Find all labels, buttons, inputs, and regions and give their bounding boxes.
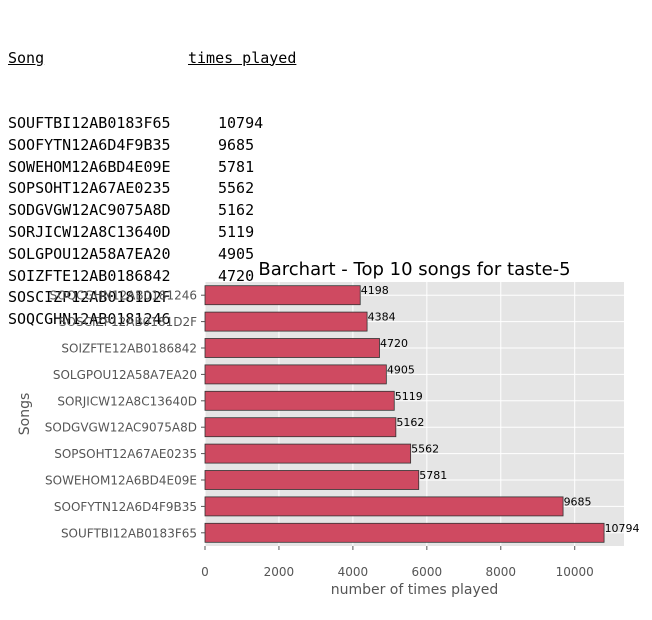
bar xyxy=(204,311,368,332)
x-tick-label: 4000 xyxy=(338,565,369,579)
y-tick-label: SOWEHOM12A6BD4E09E xyxy=(45,474,197,488)
table-cell-song: SOIZFTE12AB0186842 xyxy=(8,266,171,285)
header-times-played-label: times played xyxy=(188,48,297,67)
x-tick-label: 6000 xyxy=(412,565,443,579)
data-label: 5119 xyxy=(395,390,423,403)
data-label: 5562 xyxy=(411,443,439,456)
table-cell-times-played: 4720 xyxy=(218,266,255,285)
y-tick-label: SOOFYTN12A6D4F9B35 xyxy=(54,500,197,514)
data-label: 5162 xyxy=(396,416,424,429)
table-row: SOOFYTN12A6D4F9B35 9685 xyxy=(8,135,296,157)
table-cell-song: SODGVGW12AC9075A8D xyxy=(8,201,171,220)
bar xyxy=(204,417,397,438)
table-header-row: Song times played xyxy=(8,48,296,70)
table-cell-song: SOQCGHN12AB0181246 xyxy=(8,310,171,329)
table-cell-times-played: 4905 xyxy=(218,244,255,263)
table-row: SOUFTBI12AB0183F65 10794 xyxy=(8,113,296,135)
header-song-label: Song xyxy=(8,48,45,67)
x-tick-label: 8000 xyxy=(485,565,516,579)
bar xyxy=(204,338,380,358)
y-tick-label: SOUFTBI12AB0183F65 xyxy=(61,526,197,540)
y-tick-label: SODGVGW12AC9075A8D xyxy=(45,421,197,435)
table-cell-song: SOSCIZP12AB0181D2F xyxy=(8,288,171,307)
data-label: 10794 xyxy=(605,522,640,535)
bar xyxy=(204,390,395,411)
x-axis-label: number of times played xyxy=(331,582,499,598)
x-tick-label: 10000 xyxy=(556,565,594,579)
data-label: 5781 xyxy=(419,469,447,482)
header-times-played: times played xyxy=(188,48,296,70)
y-tick-label: SORJICW12A8C13640D xyxy=(57,394,197,408)
table-row: SODGVGW12AC9075A8D 5162 xyxy=(8,200,296,222)
data-label: 9685 xyxy=(564,495,592,508)
table-cell-song: SOOFYTN12A6D4F9B35 xyxy=(8,135,171,154)
table-cell-times-played: 5162 xyxy=(218,201,255,220)
y-tick-label: SOLGPOU12A58A7EA20 xyxy=(53,368,197,382)
table-cell-song: SORJICW12A8C13640D xyxy=(8,222,171,241)
table-cell-times-played: 5119 xyxy=(218,222,255,241)
y-axis-label: Songs xyxy=(17,393,33,436)
table-cell-song: SOUFTBI12AB0183F65 xyxy=(8,113,171,132)
data-label: 4905 xyxy=(387,363,415,376)
y-tick-label: SOSCIZP12AB0181D2F xyxy=(59,315,197,329)
table-cell-song: SOLGPOU12A58A7EA20 xyxy=(8,244,171,263)
x-tick-label: 0 xyxy=(201,565,209,579)
bar xyxy=(204,496,564,517)
bar xyxy=(204,522,605,543)
table-cell-song: SOWEHOM12A6BD4E09E xyxy=(8,157,171,176)
bar xyxy=(204,364,387,385)
y-tick-label: SOQCGHN12AB0181246 xyxy=(50,289,197,303)
header-song: Song xyxy=(8,48,188,70)
table-row: SOWEHOM12A6BD4E09E 5781 xyxy=(8,157,296,179)
table-row: SOIZFTE12AB0186842 4720 xyxy=(8,266,296,288)
table-cell-times-played: 10794 xyxy=(218,113,264,132)
table-row: SOPSOHT12A67AE0235 5562 xyxy=(8,178,296,200)
data-label: 4720 xyxy=(380,337,408,350)
table-cell-song: SOPSOHT12A67AE0235 xyxy=(8,179,171,198)
y-tick-label: SOIZFTE12AB0186842 xyxy=(61,342,197,356)
x-tick-label: 2000 xyxy=(264,565,295,579)
bar xyxy=(204,470,420,490)
table-row: SOLGPOU12A58A7EA20 4905 xyxy=(8,244,296,266)
chart-title: Barchart - Top 10 songs for taste-5 xyxy=(258,259,570,280)
table-row: SORJICW12A8C13640D 5119 xyxy=(8,222,296,244)
table-cell-times-played: 5781 xyxy=(218,157,255,176)
top-songs-bar-chart: 10794 SOUFTBI12AB0183F65 9685 SOOFYTN12A6D4… xyxy=(17,259,640,598)
bar xyxy=(204,285,361,306)
table-cell-times-played: 9685 xyxy=(218,135,255,154)
bar xyxy=(204,443,412,464)
data-label: 4384 xyxy=(368,311,396,324)
table-cell-times-played: 5562 xyxy=(218,179,255,198)
data-label: 4198 xyxy=(361,284,389,297)
y-tick-label: SOPSOHT12A67AE0235 xyxy=(54,447,197,461)
